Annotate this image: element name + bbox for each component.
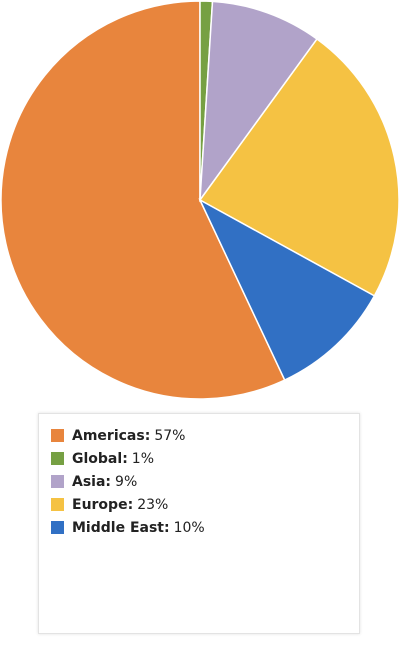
legend-swatch bbox=[51, 452, 64, 465]
legend-separator: : bbox=[105, 473, 112, 490]
legend-value: 57% bbox=[154, 427, 186, 444]
legend-label: Europe bbox=[72, 496, 128, 513]
legend-item: Global:1% bbox=[51, 447, 359, 470]
pie-slice bbox=[198, 37, 400, 297]
legend-item: Asia:9% bbox=[51, 470, 359, 493]
legend-separator: : bbox=[144, 427, 151, 444]
pie-slice bbox=[0, 0, 286, 400]
legend-separator: : bbox=[163, 519, 170, 536]
legend-label: Americas bbox=[72, 427, 145, 444]
legend: Americas:57% Global:1% Asia:9% Europe:23% Mi… bbox=[38, 413, 360, 634]
legend-label: Asia bbox=[72, 473, 106, 490]
legend-value: 1% bbox=[131, 450, 155, 467]
legend-swatch bbox=[51, 475, 64, 488]
legend-item: Europe:23% bbox=[51, 493, 359, 516]
pie-slice bbox=[199, 0, 319, 203]
legend-swatch bbox=[51, 498, 64, 511]
legend-value: 10% bbox=[173, 519, 205, 536]
legend-item: Americas:57% bbox=[51, 424, 359, 447]
pie-slice bbox=[198, 198, 376, 382]
legend-swatch bbox=[51, 429, 64, 442]
legend-separator: : bbox=[127, 496, 134, 513]
legend-label: Global bbox=[72, 450, 123, 467]
legend-swatch bbox=[51, 521, 64, 534]
legend-label: Middle East bbox=[72, 519, 164, 536]
pie-chart bbox=[0, 0, 400, 400]
legend-value: 23% bbox=[137, 496, 169, 513]
legend-item: Middle East:10% bbox=[51, 516, 359, 539]
legend-separator: : bbox=[122, 450, 128, 467]
legend-value: 9% bbox=[115, 473, 138, 490]
